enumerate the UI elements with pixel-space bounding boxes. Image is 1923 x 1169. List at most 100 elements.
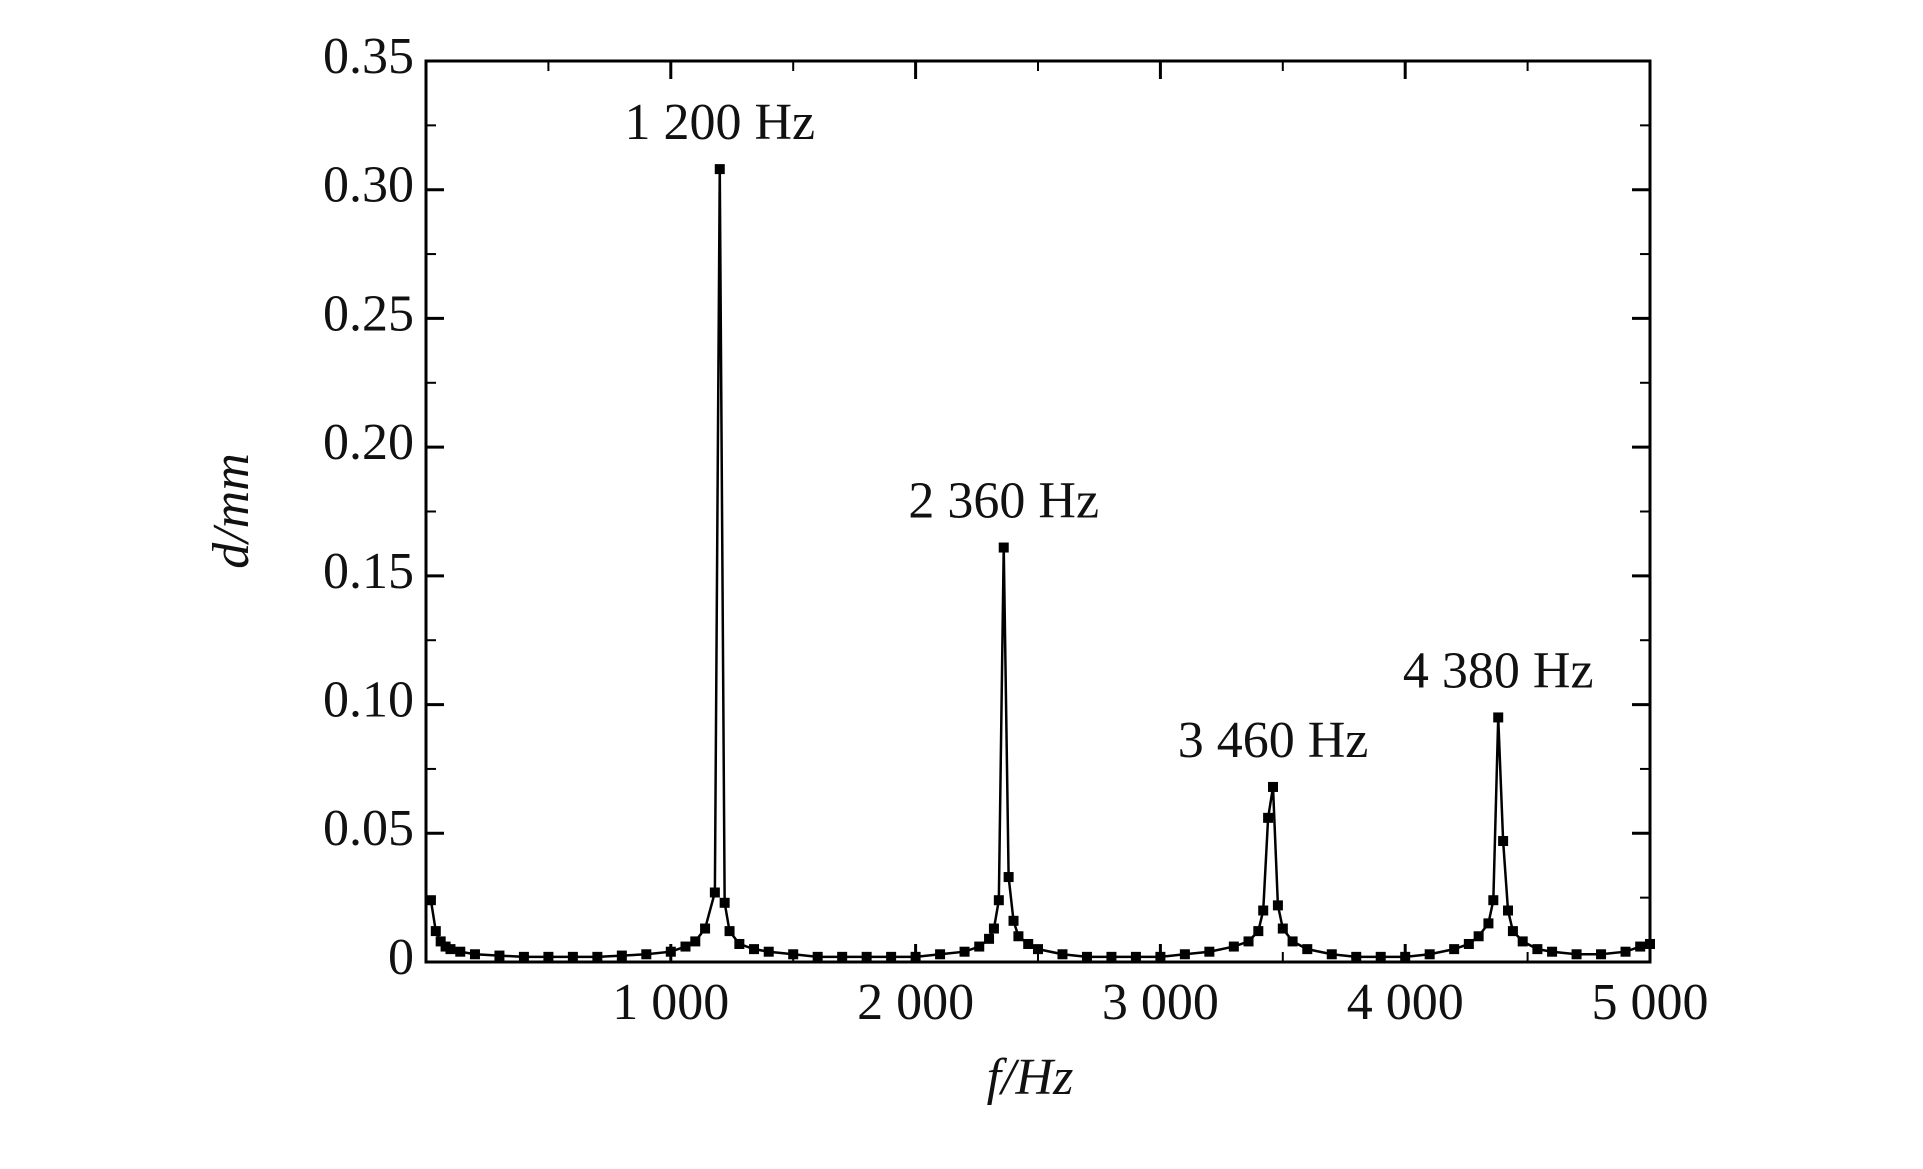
data-point — [1008, 915, 1019, 926]
data-point — [998, 542, 1009, 553]
data-point — [1057, 949, 1068, 960]
data-point — [518, 951, 529, 962]
data-point — [1596, 949, 1607, 960]
data-point — [1645, 938, 1655, 949]
data-point — [1228, 941, 1239, 952]
data-point — [1287, 936, 1298, 947]
y-tick-label: 0.15 — [323, 543, 414, 600]
peak-annotation: 1 200 Hz — [624, 94, 815, 151]
data-point — [425, 895, 436, 906]
data-point — [469, 949, 480, 960]
data-point — [988, 923, 999, 934]
data-point — [1517, 936, 1528, 947]
data-point — [665, 946, 676, 957]
data-point — [543, 951, 554, 962]
data-point — [719, 897, 730, 908]
data-point — [910, 951, 921, 962]
data-point — [1483, 918, 1494, 929]
data-point — [749, 944, 760, 955]
data-point — [812, 951, 823, 962]
data-point — [435, 936, 446, 947]
data-point — [1547, 946, 1558, 957]
data-point — [886, 951, 897, 962]
data-point — [1302, 944, 1313, 955]
data-point — [1473, 931, 1484, 942]
data-point — [1033, 944, 1043, 955]
data-point — [445, 944, 456, 955]
y-tick-label: 0.35 — [323, 28, 414, 85]
x-tick-label: 3 000 — [1102, 974, 1219, 1031]
data-point — [1268, 781, 1279, 792]
y-tick-label: 0.20 — [323, 414, 414, 471]
data-point — [1013, 931, 1024, 942]
data-point — [430, 926, 441, 937]
data-point — [1253, 926, 1264, 937]
data-point — [959, 946, 970, 957]
data-point — [714, 164, 725, 175]
x-axis-label: f/Hz — [987, 1049, 1074, 1106]
data-point — [1081, 951, 1092, 962]
data-point — [1179, 949, 1190, 960]
data-point — [455, 946, 466, 957]
data-point — [1463, 938, 1474, 949]
data-point — [641, 949, 652, 960]
y-axis-label: d/mm — [203, 453, 260, 569]
series-line — [429, 169, 1651, 959]
data-point — [1263, 812, 1274, 823]
data-point — [616, 950, 627, 961]
data-point — [1620, 946, 1631, 957]
data-point — [1507, 926, 1518, 937]
data-point — [680, 941, 691, 952]
x-tick-label: 5 000 — [1592, 974, 1709, 1031]
y-tick-label: 0.05 — [323, 800, 414, 857]
data-point — [1424, 949, 1435, 960]
x-tick-label: 2 000 — [857, 974, 974, 1031]
data-point — [984, 933, 995, 944]
data-point — [1493, 712, 1504, 723]
data-point — [1130, 951, 1141, 962]
data-point — [1243, 936, 1254, 947]
y-tick-label: 0.30 — [323, 157, 414, 214]
data-point — [1155, 951, 1166, 962]
data-point — [861, 951, 872, 962]
y-tick-label: 0.10 — [323, 672, 414, 729]
data-point — [1003, 872, 1014, 883]
data-point — [763, 946, 774, 957]
data-point — [709, 887, 720, 898]
data-point — [935, 949, 946, 960]
data-point — [1503, 905, 1514, 916]
data-point — [1635, 941, 1646, 952]
data-point — [1272, 900, 1283, 911]
data-point — [1326, 949, 1337, 960]
y-tick-label: 0 — [388, 929, 414, 986]
data-point — [567, 951, 578, 962]
data-point — [1532, 944, 1543, 955]
data-point — [1351, 951, 1362, 962]
data-point — [592, 951, 603, 962]
peak-annotation: 3 460 Hz — [1178, 712, 1369, 769]
data-point — [724, 926, 735, 937]
data-point — [1277, 923, 1288, 934]
x-tick-label: 1 000 — [612, 974, 729, 1031]
y-tick-label: 0.25 — [323, 285, 414, 342]
data-point — [1375, 951, 1386, 962]
data-point — [1204, 946, 1215, 957]
data-point — [690, 936, 701, 947]
data-point — [494, 950, 505, 961]
data-point — [837, 951, 848, 962]
data-point — [1106, 951, 1117, 962]
data-point — [993, 895, 1004, 906]
data-point — [1023, 938, 1034, 949]
data-point — [1571, 949, 1582, 960]
data-point — [974, 941, 985, 952]
data-point — [1258, 905, 1269, 916]
data-point — [734, 938, 745, 949]
data-point — [1488, 895, 1499, 906]
peak-annotation: 4 380 Hz — [1403, 642, 1594, 699]
data-point — [1400, 951, 1411, 962]
peak-annotation: 2 360 Hz — [908, 472, 1099, 529]
x-tick-label: 4 000 — [1347, 974, 1464, 1031]
data-point — [700, 923, 711, 934]
